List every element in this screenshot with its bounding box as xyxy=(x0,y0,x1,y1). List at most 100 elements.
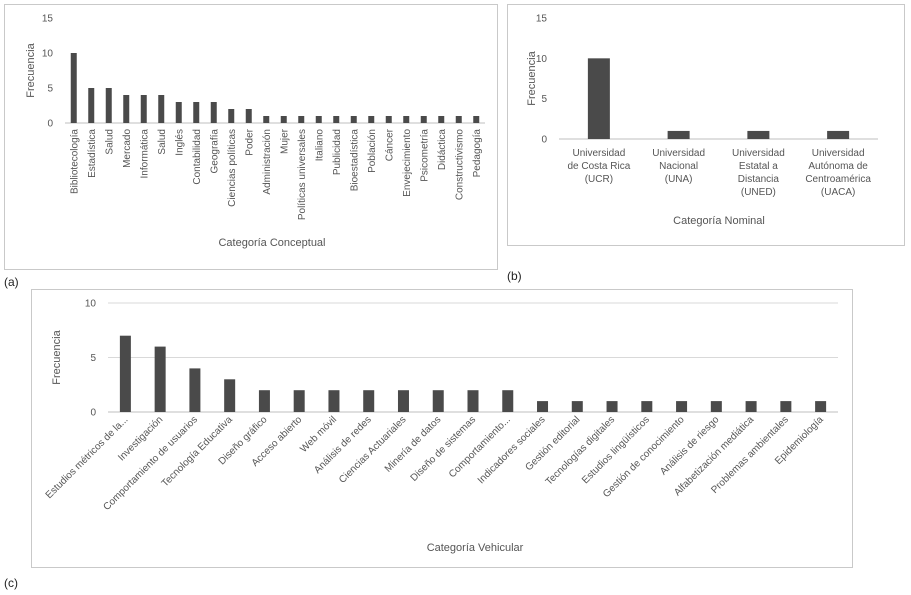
category-label-a-1: Estadística xyxy=(87,129,98,178)
bar-a-4 xyxy=(140,95,147,123)
bar-a-2 xyxy=(105,88,112,123)
bar-a-18 xyxy=(385,116,392,123)
category-label-a-13: Políticas universales xyxy=(297,129,308,220)
panel-a-frame xyxy=(4,4,498,270)
category-label-a-18: Cáncer xyxy=(384,128,395,161)
bar-a-10 xyxy=(245,109,252,123)
category-label-c-8: Ciencias Actuariales xyxy=(337,414,408,485)
panel-c-frame xyxy=(31,289,853,568)
x-axis-title-b: Categoría Nominal xyxy=(673,215,765,227)
bar-a-13 xyxy=(298,116,305,123)
y-tick-label-b-3: 15 xyxy=(536,14,548,25)
bar-c-18 xyxy=(745,401,757,412)
bar-c-2 xyxy=(189,368,201,412)
y-tick-label-c-2: 10 xyxy=(85,299,97,310)
category-label-b-2: Universidad Estatal a Distancia (UNED) xyxy=(732,148,785,198)
bar-b-3 xyxy=(827,130,850,139)
bar-b-2 xyxy=(747,130,770,139)
y-tick-label-b-0: 0 xyxy=(541,135,547,146)
bar-c-1 xyxy=(154,346,166,412)
category-label-a-20: Psicometría xyxy=(419,129,430,182)
bar-a-11 xyxy=(263,116,270,123)
y-axis-title-b: Frecuencia xyxy=(526,50,538,105)
bar-b-1 xyxy=(667,130,690,139)
category-label-a-6: Inglés xyxy=(174,129,185,156)
category-label-c-12: Indicadores sociales xyxy=(476,414,548,486)
panel-c-letter: (c) xyxy=(4,576,18,590)
x-axis-title-a: Categoría Conceptual xyxy=(218,237,325,249)
panel-b-frame xyxy=(507,4,905,246)
bar-c-0 xyxy=(119,335,131,412)
category-label-a-21: Didáctica xyxy=(437,129,448,171)
category-label-c-17: Análisis de riesgo xyxy=(658,414,722,478)
y-tick-label-a-1: 5 xyxy=(47,84,53,95)
category-label-a-0: Bibliotecología xyxy=(69,129,80,194)
category-label-a-12: Mujer xyxy=(279,128,290,154)
bar-a-7 xyxy=(193,102,200,123)
bar-c-12 xyxy=(537,401,549,412)
bar-a-5 xyxy=(158,95,165,123)
category-label-a-14: Italiano xyxy=(314,129,325,162)
bar-c-11 xyxy=(502,390,514,412)
bar-c-9 xyxy=(432,390,444,412)
bar-c-19 xyxy=(780,401,792,412)
bar-a-9 xyxy=(228,109,235,123)
category-label-c-10: Diseño de sistemas xyxy=(409,414,478,483)
category-label-a-2: Salud xyxy=(104,129,115,155)
bar-c-13 xyxy=(571,401,583,412)
y-axis-title-c: Frecuencia xyxy=(51,329,63,384)
bar-a-12 xyxy=(280,116,287,123)
y-tick-label-a-0: 0 xyxy=(47,119,53,130)
bar-c-8 xyxy=(397,390,409,412)
bar-c-16 xyxy=(676,401,688,412)
bar-a-8 xyxy=(210,102,217,123)
bar-a-0 xyxy=(70,53,77,123)
bar-a-1 xyxy=(88,88,95,123)
bar-c-5 xyxy=(293,390,305,412)
category-label-b-1: Universidad Nacional (UNA) xyxy=(652,148,705,185)
y-tick-label-a-3: 15 xyxy=(42,14,54,25)
bar-c-15 xyxy=(641,401,653,412)
bar-a-15 xyxy=(333,116,340,123)
bar-c-14 xyxy=(606,401,618,412)
x-axis-title-c: Categoría Vehicular xyxy=(427,542,524,554)
bar-a-3 xyxy=(123,95,130,123)
category-label-c-11: Comportamiento... xyxy=(447,414,513,480)
category-label-a-3: Mercado xyxy=(122,129,133,168)
bar-a-14 xyxy=(315,116,322,123)
category-label-a-23: Pedagogía xyxy=(472,129,483,178)
bar-a-22 xyxy=(455,116,462,123)
bar-c-3 xyxy=(224,379,236,412)
category-label-b-3: Universidad Autónoma de Centroamérica (UACA… xyxy=(805,148,871,198)
category-label-a-5: Salud xyxy=(157,129,168,155)
bar-c-6 xyxy=(328,390,340,412)
category-label-a-22: Constructivismo xyxy=(454,129,465,201)
bar-a-23 xyxy=(473,116,480,123)
y-tick-label-c-1: 5 xyxy=(90,353,96,364)
bar-a-17 xyxy=(368,116,375,123)
bar-a-6 xyxy=(175,102,182,123)
bar-a-21 xyxy=(438,116,445,123)
category-label-c-15: Estudios lingüísticos xyxy=(580,414,652,486)
category-label-a-17: Población xyxy=(367,129,378,173)
category-label-a-9: Ciencias políticas xyxy=(227,129,238,207)
category-label-a-11: Administración xyxy=(262,129,273,195)
bar-c-7 xyxy=(363,390,375,412)
y-tick-label-c-0: 0 xyxy=(90,408,96,419)
category-label-a-10: Poder xyxy=(244,128,255,155)
chart-b: 0 5 10 15 Universidad de Costa Rica (UCR) Unive… xyxy=(526,14,878,227)
y-tick-label-b-2: 10 xyxy=(536,54,548,65)
bar-a-19 xyxy=(403,116,410,123)
bar-c-4 xyxy=(258,390,270,412)
bar-c-17 xyxy=(710,401,722,412)
y-tick-label-a-2: 10 xyxy=(42,49,54,60)
y-tick-label-b-1: 5 xyxy=(541,94,547,105)
panel-a-letter: (a) xyxy=(4,275,19,289)
bar-c-20 xyxy=(815,401,827,412)
category-label-a-4: Informática xyxy=(139,129,150,179)
chart-a: 0 5 10 15 Bibliotecología Estadística Salud Mer… xyxy=(25,14,485,249)
bar-a-20 xyxy=(420,116,427,123)
category-label-a-7: Contabilidad xyxy=(192,129,203,185)
